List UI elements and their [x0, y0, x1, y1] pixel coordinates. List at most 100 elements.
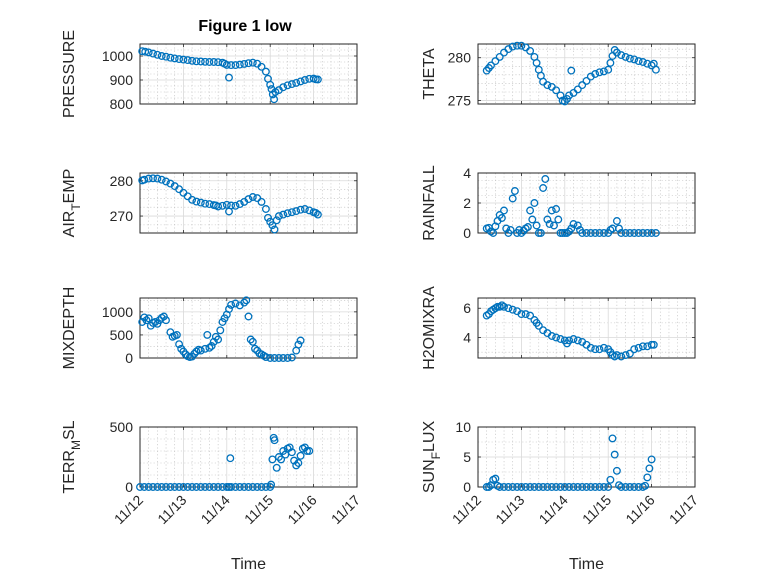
- data-point: [647, 61, 656, 70]
- data-point: [606, 475, 615, 484]
- data-point: [513, 483, 522, 491]
- figure-title: Figure 1 low: [198, 18, 292, 35]
- data-point: [257, 483, 266, 491]
- data-point: [175, 340, 184, 349]
- data-point: [547, 483, 556, 491]
- data-point: [621, 229, 630, 237]
- data-point: [248, 483, 257, 491]
- data-point: [521, 483, 530, 491]
- data-point: [497, 214, 506, 222]
- y-tick-label: 0: [125, 479, 133, 495]
- data-point: [166, 483, 175, 491]
- y-tick-label: 280: [110, 173, 134, 189]
- data-point: [244, 59, 253, 68]
- data-point: [617, 229, 626, 237]
- data-point: [591, 229, 600, 237]
- data-point: [491, 474, 500, 483]
- y-tick-label: 2: [463, 195, 471, 211]
- data-point: [257, 62, 266, 71]
- data-point: [267, 480, 276, 489]
- data-point: [565, 336, 574, 345]
- data-point: [240, 298, 249, 307]
- data-point: [142, 316, 151, 325]
- data-point: [136, 483, 144, 491]
- data-point: [183, 483, 192, 491]
- data-point: [634, 343, 643, 352]
- data-point: [222, 60, 231, 69]
- data-point: [144, 483, 153, 491]
- data-point: [504, 45, 513, 54]
- subplot-3: 270 280 AIRTEMP: [61, 169, 358, 237]
- plot-area: [139, 297, 358, 359]
- data-point: [545, 220, 554, 228]
- data-point: [140, 483, 149, 491]
- data-point: [205, 483, 214, 491]
- data-point: [283, 354, 292, 362]
- x-tick-label: 11/16: [284, 492, 320, 528]
- data-point: [196, 346, 205, 355]
- y-axis-label: RAINFALL: [421, 165, 438, 241]
- data-point: [294, 459, 303, 467]
- data-point: [153, 50, 162, 59]
- data-point: [261, 67, 270, 76]
- data-point: [523, 223, 532, 231]
- data-point: [556, 335, 565, 343]
- data-point: [300, 205, 309, 213]
- data-point: [162, 177, 170, 186]
- data-point: [612, 217, 621, 225]
- data-point: [268, 455, 277, 464]
- data-point: [591, 70, 600, 78]
- x-tick-label: 11/15: [579, 492, 615, 528]
- data-point: [491, 57, 500, 66]
- data-point: [504, 483, 513, 491]
- data-point: [149, 174, 157, 183]
- data-point: [305, 447, 314, 455]
- y-tick-label: 4: [463, 330, 471, 346]
- data-point: [144, 314, 153, 323]
- x-tick-label: 11/17: [328, 492, 364, 528]
- y-tick-label: 0: [463, 225, 471, 241]
- data-point: [528, 215, 537, 224]
- series-markers: [482, 41, 660, 106]
- data-point: [170, 54, 179, 63]
- data-point: [582, 76, 591, 85]
- data-point: [287, 208, 296, 217]
- y-tick-label: 800: [110, 96, 134, 112]
- data-point: [617, 51, 626, 60]
- data-point: [292, 207, 301, 216]
- plot-frame: [477, 297, 696, 359]
- data-point: [218, 201, 227, 210]
- subplot-4: 0 2 4 RAINFALL: [421, 165, 696, 241]
- x-tick-label: 11/15: [241, 492, 277, 528]
- data-point: [144, 48, 153, 57]
- series-markers: [482, 301, 658, 361]
- x-tick-label: 11/16: [622, 492, 658, 528]
- data-point: [261, 353, 270, 362]
- series-markers: [138, 47, 322, 104]
- data-point: [634, 229, 643, 237]
- data-point: [582, 483, 591, 491]
- data-point: [615, 224, 623, 233]
- data-point: [634, 57, 643, 66]
- data-point: [266, 80, 275, 89]
- data-point: [534, 321, 543, 330]
- y-tick-label: 6: [463, 300, 471, 316]
- data-point: [573, 483, 582, 491]
- data-point: [285, 443, 294, 452]
- data-point: [539, 184, 548, 192]
- y-tick-label: 5: [463, 449, 471, 465]
- y-tick-label: 0: [125, 350, 133, 366]
- x-tick-label: 11/12: [111, 492, 147, 528]
- data-point: [162, 483, 170, 491]
- data-point: [244, 195, 253, 204]
- data-point: [188, 483, 197, 491]
- x-tick-label: 11/13: [154, 492, 190, 528]
- data-point: [617, 352, 626, 361]
- data-point: [196, 483, 205, 491]
- data-point: [196, 57, 205, 66]
- data-point: [638, 229, 647, 237]
- data-point: [140, 175, 149, 184]
- data-point: [621, 52, 630, 61]
- data-point: [157, 175, 166, 184]
